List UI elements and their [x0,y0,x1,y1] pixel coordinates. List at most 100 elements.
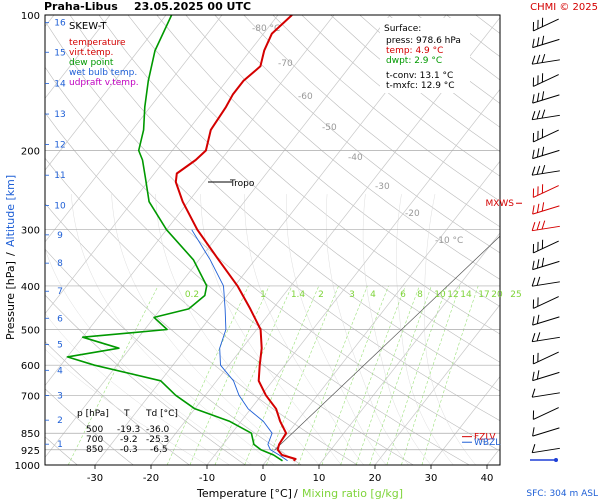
wind-barb-flag [541,239,544,249]
altitude-tick-label: 13 [54,110,65,120]
wind-barb-flag [532,205,535,215]
wind-barb-staff [533,185,559,198]
wind-barb-flag [536,332,541,342]
surface-info-background [380,18,470,93]
freezing-level-label: FZLV [474,433,496,443]
wind-barb-staff [533,296,559,309]
wind-barb-flag [532,316,535,326]
pressure-tick-label: 850 [21,429,40,440]
wind-barb-flag [541,146,545,156]
altitude-tick-label: 5 [57,341,63,351]
wind-barb-flag [532,149,535,159]
moist-adiabat-line [45,248,252,465]
wind-barb-flag [541,257,545,267]
wind-barb-flag [532,427,535,437]
wind-barb-flag [536,203,540,213]
wind-barb-staff [533,18,559,32]
wind-barb-flag [532,94,535,104]
station-title: Praha-Libus [44,0,118,13]
altitude-tick-label: 9 [57,231,63,241]
wind-barb-flag [536,110,541,120]
pressure-tick-label: 400 [21,282,40,293]
moist-adiabat-line [155,194,320,465]
plot-frame [44,14,501,466]
wind-barb-flag [537,75,539,85]
wind-barb-flag [532,243,535,253]
temperature-tick-label: 40 [481,473,494,484]
altitude-tick-label: 10 [54,201,66,211]
level-table: p [hPa] T Td [°C] 500 -19.3 -36.0 700 -9… [77,409,178,455]
wind-barb-flag [532,132,535,142]
wind-barb-staff [532,38,560,49]
altitude-tick-label: 8 [57,259,63,269]
altitude-tick-label: 16 [54,19,66,29]
series-line-temperature [174,15,297,462]
mixing-ratio-label: 2 [318,290,324,300]
max-wind-label: MXWS [485,199,514,209]
wind-barb-flag [536,276,541,286]
wind-barb-flag [531,388,536,398]
parcel-line [274,235,500,451]
temperature-tick-label: 0 [260,473,266,484]
wind-barb-flag [541,91,545,101]
wind-barb-flag [541,128,544,138]
isotherm-line [374,304,500,465]
table-header-t: T [123,409,130,419]
wind-barb-flag [531,166,536,176]
pressure-tick-label: 700 [21,391,40,402]
moist-adiabat-line [200,194,342,465]
mixing-ratio-label: 1 [260,290,266,300]
mixing-ratio-label: 1.4 [291,290,306,300]
moist-adiabat-line [45,348,208,465]
table-cell: -36.0 [146,425,170,435]
legend-item-wet-bulb: wet bulb temp. [69,68,137,78]
table-cell: 500 [86,425,103,435]
temperature-tick-label: -10 [199,473,215,484]
wind-barb-icon [532,296,559,309]
altitude-tick-label: 1 [57,440,63,450]
moist-adiabat-line [396,194,454,465]
mixing-ratio-label: 17 [478,290,489,300]
moist-adiabat-line [286,194,387,465]
moist-adiabat-line [111,194,297,465]
pressure-tick-label: 200 [21,146,40,157]
isotherm-line [45,15,335,387]
wind-barb-icon [532,351,559,365]
wind-barb-flag [531,444,536,453]
wind-barb-icon [532,73,559,87]
wind-barb-flag [536,259,540,269]
wind-barb-flag [536,370,540,380]
table-header-td: Td [°C] [145,409,178,419]
surface-title: Surface: [384,24,421,34]
wind-barb-staff [532,94,560,104]
y-axis-label-pressure: Pressure [hPa] [4,261,17,340]
mixing-ratio-label: 14 [460,290,472,300]
pressure-tick-label: 100 [21,11,40,22]
y-axis-label-separator: / [4,252,17,256]
wind-barb-flag [532,299,535,309]
wind-barb-flag [532,354,535,364]
wind-barb-icon [531,388,560,398]
moist-adiabat-line [362,194,432,465]
wind-barb-flag [532,77,535,87]
wind-barb-icon [531,332,560,343]
wind-barb-flag [536,148,540,158]
isotherm-line [45,15,111,99]
wind-barb-icon [531,444,560,454]
wind-barb-icon [532,184,559,198]
series-line-dew-point [66,15,283,462]
wind-barb-flag [537,186,539,196]
temperature-tick-label: 10 [313,473,326,484]
legend: SKEW-T temperature virt.temp. dew point … [69,21,139,88]
isotherm-label: -50 [322,123,337,133]
wind-barb-icon [532,239,559,254]
legend-title: SKEW-T [69,21,107,32]
surface-tmxfc: t-mxfc: 12.9 °C [386,81,455,91]
wind-barb-flag [541,202,545,212]
wind-barb-icon [531,109,560,121]
altitude-tick-label: 3 [57,392,63,402]
mixing-ratio-label: 20 [491,290,503,300]
altitude-tick-label: 2 [57,416,63,426]
table-cell: -0.3 [120,445,138,455]
